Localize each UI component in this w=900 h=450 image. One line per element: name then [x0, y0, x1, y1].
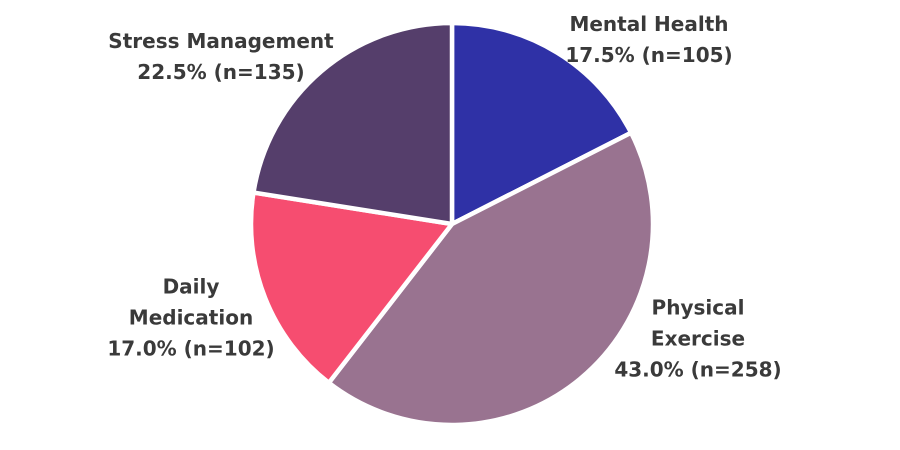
slice-label-line: Physical	[651, 295, 745, 320]
slice-label-line: Stress Management	[108, 29, 334, 53]
slice-label-stress-management: Stress Management 22.5% (n=135)	[108, 26, 333, 88]
slice-label-line: Medication	[128, 305, 254, 330]
pie-slice-mental-health	[449, 20, 634, 227]
slice-percent-line: 22.5% (n=135)	[137, 60, 305, 84]
pie-slice-stress-management	[251, 20, 455, 227]
pie-slice-physical-exercise	[326, 130, 656, 428]
slice-label-line: Daily	[162, 274, 220, 299]
pie-wedges-group	[248, 20, 656, 428]
slice-label-mental-health: Mental Health 17.5% (n=105)	[565, 9, 732, 71]
slice-percent-line: 17.0% (n=102)	[107, 336, 275, 361]
pie-slice-daily-medication	[248, 190, 455, 386]
slice-label-line: Exercise	[650, 326, 746, 351]
slice-label-line: Mental Health	[569, 12, 729, 36]
slice-label-daily-medication: Daily Medication 17.0% (n=102)	[107, 272, 274, 365]
slice-percent-line: 17.5% (n=105)	[565, 43, 733, 67]
slice-label-physical-exercise: Physical Exercise 43.0% (n=258)	[614, 293, 781, 386]
slice-percent-line: 43.0% (n=258)	[614, 357, 782, 382]
